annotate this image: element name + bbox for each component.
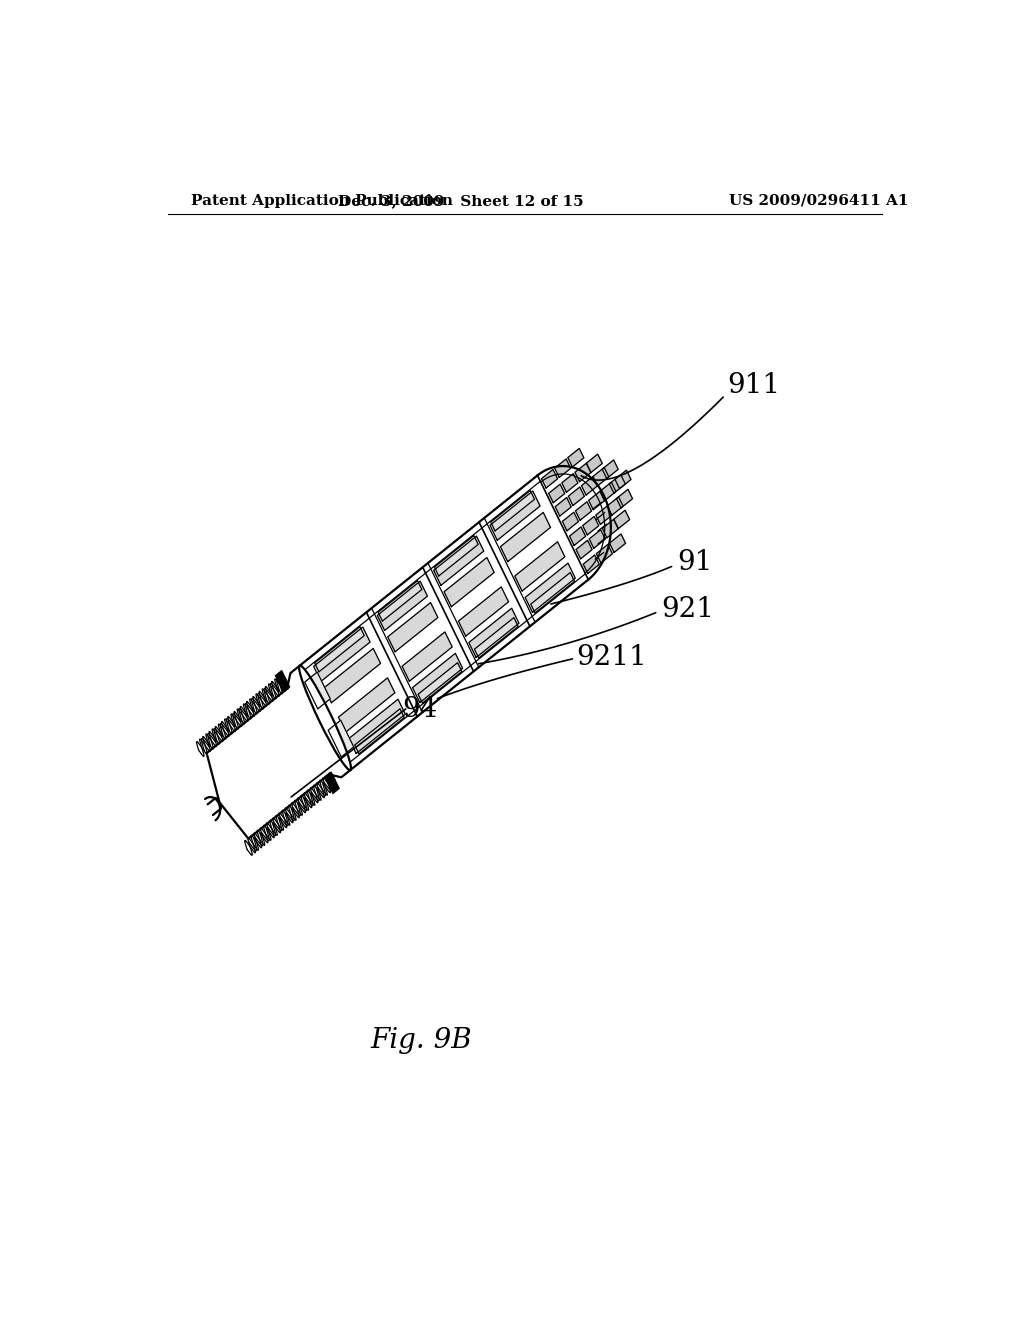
Polygon shape bbox=[207, 665, 350, 838]
Polygon shape bbox=[444, 557, 495, 607]
Polygon shape bbox=[313, 627, 370, 681]
Polygon shape bbox=[613, 511, 630, 529]
Polygon shape bbox=[433, 536, 483, 585]
Polygon shape bbox=[328, 721, 353, 756]
Text: Patent Application Publication: Patent Application Publication bbox=[191, 194, 454, 207]
Polygon shape bbox=[459, 587, 509, 636]
Polygon shape bbox=[609, 475, 626, 494]
Polygon shape bbox=[300, 475, 589, 770]
Polygon shape bbox=[596, 544, 612, 564]
Polygon shape bbox=[530, 573, 574, 612]
Polygon shape bbox=[205, 797, 220, 820]
Text: Fig. 9B: Fig. 9B bbox=[371, 1027, 472, 1053]
Text: 94: 94 bbox=[401, 696, 437, 723]
Polygon shape bbox=[589, 491, 605, 510]
Polygon shape bbox=[377, 581, 427, 631]
Polygon shape bbox=[602, 459, 618, 478]
Polygon shape bbox=[568, 449, 584, 467]
Text: 911: 911 bbox=[727, 372, 780, 399]
Polygon shape bbox=[600, 482, 616, 500]
Polygon shape bbox=[349, 700, 406, 754]
Polygon shape bbox=[575, 463, 591, 482]
Polygon shape bbox=[562, 474, 578, 492]
Polygon shape bbox=[577, 540, 592, 558]
Polygon shape bbox=[596, 506, 612, 524]
Polygon shape bbox=[324, 648, 381, 702]
Polygon shape bbox=[525, 564, 575, 612]
Polygon shape bbox=[402, 632, 453, 681]
Polygon shape bbox=[555, 498, 571, 516]
Polygon shape bbox=[589, 529, 605, 548]
Polygon shape bbox=[587, 454, 602, 473]
Polygon shape bbox=[575, 502, 592, 520]
Polygon shape bbox=[354, 709, 404, 754]
Polygon shape bbox=[584, 554, 599, 573]
Polygon shape bbox=[474, 618, 518, 657]
Polygon shape bbox=[515, 541, 565, 591]
Polygon shape bbox=[616, 490, 633, 508]
Polygon shape bbox=[609, 535, 626, 553]
Polygon shape bbox=[582, 477, 598, 495]
Text: US 2009/0296411 A1: US 2009/0296411 A1 bbox=[729, 194, 908, 207]
Polygon shape bbox=[305, 672, 331, 709]
Polygon shape bbox=[569, 527, 586, 545]
Polygon shape bbox=[338, 678, 395, 733]
Polygon shape bbox=[314, 627, 365, 672]
Polygon shape bbox=[583, 516, 599, 535]
Polygon shape bbox=[602, 519, 618, 537]
Polygon shape bbox=[538, 466, 611, 579]
Polygon shape bbox=[501, 512, 551, 561]
Polygon shape bbox=[555, 459, 570, 478]
Text: 9211: 9211 bbox=[577, 644, 647, 671]
Polygon shape bbox=[615, 470, 631, 488]
Polygon shape bbox=[568, 487, 585, 506]
Polygon shape bbox=[593, 467, 609, 486]
Polygon shape bbox=[413, 653, 463, 702]
Polygon shape bbox=[418, 663, 462, 704]
Polygon shape bbox=[607, 496, 624, 515]
Polygon shape bbox=[489, 491, 540, 540]
Polygon shape bbox=[549, 484, 564, 503]
Polygon shape bbox=[490, 491, 535, 531]
Text: 921: 921 bbox=[662, 597, 715, 623]
Ellipse shape bbox=[299, 665, 351, 770]
Polygon shape bbox=[562, 512, 579, 531]
Polygon shape bbox=[434, 536, 478, 576]
Polygon shape bbox=[378, 581, 422, 620]
Text: Dec. 3, 2009   Sheet 12 of 15: Dec. 3, 2009 Sheet 12 of 15 bbox=[339, 194, 584, 207]
Polygon shape bbox=[469, 609, 519, 657]
Polygon shape bbox=[388, 602, 438, 652]
Polygon shape bbox=[542, 470, 557, 488]
Text: 91: 91 bbox=[677, 549, 713, 576]
